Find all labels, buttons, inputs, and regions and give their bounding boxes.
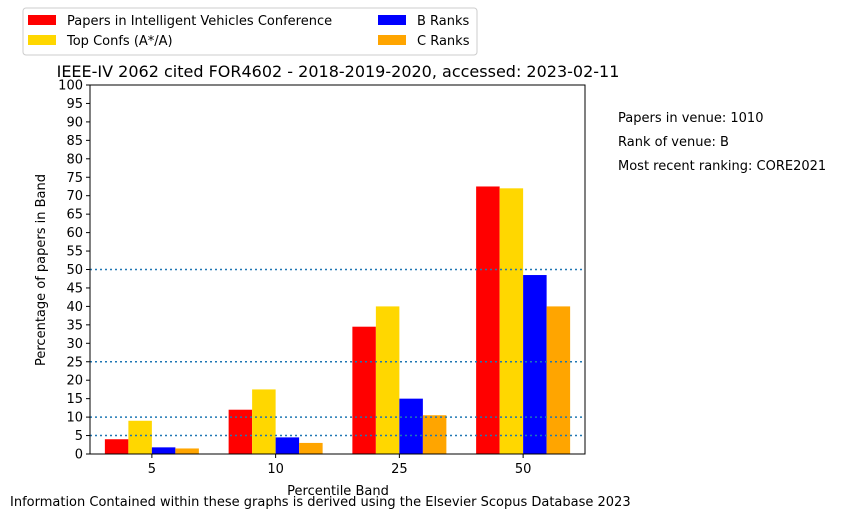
data-source-footer: Information Contained within these graph… [10, 495, 631, 510]
y-tick-label: 5 [75, 429, 83, 444]
bar-top-confs-a-a--50 [499, 188, 524, 454]
bar-top-confs-a-a--5 [128, 420, 152, 454]
bar-c-ranks-5 [175, 448, 199, 454]
y-tick-label: 80 [66, 152, 83, 167]
y-tick-label: 50 [66, 263, 83, 278]
y-tick-label: 30 [66, 337, 83, 352]
bar-papers-in-intelligent-vehicles-conference-5 [104, 439, 129, 454]
y-tick-label: 10 [66, 411, 83, 426]
y-axis-label: Percentage of papers in Band [34, 174, 49, 366]
y-tick-label: 25 [66, 355, 83, 370]
x-tick-label: 25 [391, 462, 408, 477]
bar-papers-in-intelligent-vehicles-conference-50 [476, 186, 500, 454]
legend-label: Papers in Intelligent Vehicles Conferenc… [67, 14, 332, 29]
x-axis-label: Percentile Band [287, 484, 389, 499]
y-tick-label: 70 [66, 189, 83, 204]
bar-top-confs-a-a--25 [375, 306, 400, 454]
legend-swatch [378, 15, 406, 25]
legend-swatch [28, 35, 56, 45]
legend-swatch [378, 35, 406, 45]
legend-label: Top Confs (A*/A) [66, 34, 173, 49]
y-tick-label: 45 [66, 281, 83, 296]
y-tick-label: 55 [66, 245, 83, 260]
bar-b-ranks-50 [523, 275, 547, 454]
bar-b-ranks-5 [151, 447, 176, 454]
legend-label: B Ranks [417, 14, 470, 29]
y-tick-label: 75 [66, 171, 83, 186]
y-tick-label: 60 [66, 226, 83, 241]
legend-label: C Ranks [417, 34, 470, 49]
y-tick-label: 15 [66, 392, 83, 407]
plot-area: 0 5 10 15 20 25 30 35 40 45 50 55 60 65 70 75 80 85 90 95 10… [58, 79, 586, 477]
y-tick-label: 20 [66, 374, 83, 389]
bar-c-ranks-25 [422, 415, 447, 454]
legend-box [22, 7, 478, 56]
x-tick-label: 10 [267, 462, 284, 477]
bar-b-ranks-10 [275, 437, 300, 454]
bar-papers-in-intelligent-vehicles-conference-25 [352, 326, 376, 454]
bar-c-ranks-10 [299, 442, 323, 454]
y-tick-label: 35 [66, 318, 83, 333]
bar-c-ranks-50 [546, 306, 571, 454]
bar-top-confs-a-a--10 [252, 389, 276, 454]
venue-rank-note: Rank of venue: B [618, 135, 729, 150]
x-tick-label: 50 [515, 462, 532, 477]
y-tick-label: 85 [66, 134, 83, 149]
x-tick-label: 5 [148, 462, 156, 477]
y-tick-label: 0 [75, 448, 83, 463]
bar-b-ranks-25 [399, 398, 423, 454]
papers-in-venue-note: Papers in venue: 1010 [618, 111, 764, 126]
y-tick-label: 40 [66, 300, 83, 315]
y-tick-label: 95 [66, 97, 83, 112]
y-tick-label: 90 [66, 115, 83, 130]
legend-swatch [28, 15, 56, 25]
y-tick-label: 65 [66, 208, 83, 223]
recent-ranking-note: Most recent ranking: CORE2021 [618, 159, 827, 174]
y-tick-label: 100 [58, 79, 83, 94]
bar-papers-in-intelligent-vehicles-conference-10 [228, 409, 253, 454]
chart-title: IEEE-IV 2062 cited FOR4602 - 2018-2019-2… [57, 62, 620, 81]
legend: Papers in Intelligent Vehicles Conferenc… [22, 7, 478, 56]
